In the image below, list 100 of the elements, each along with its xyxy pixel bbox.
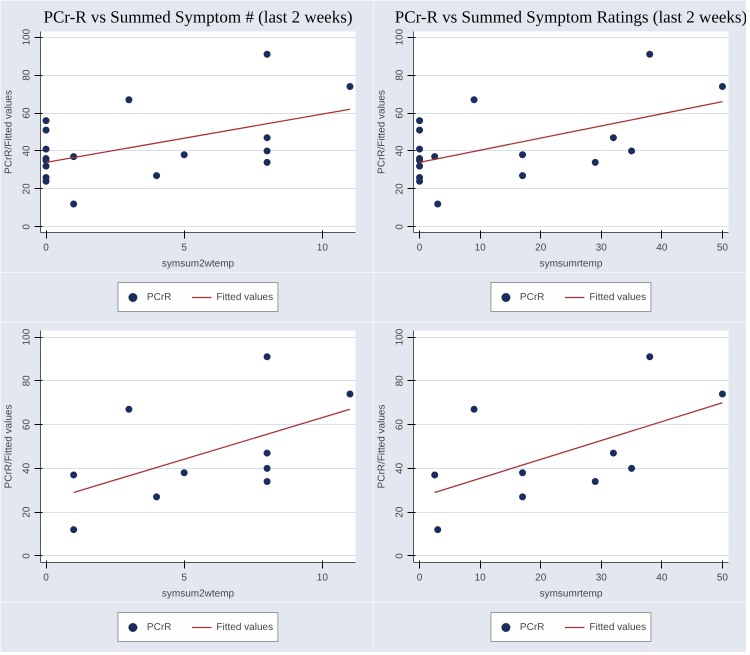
point xyxy=(125,96,132,104)
x-tick-label: 5 xyxy=(181,242,188,254)
point xyxy=(264,134,271,142)
point xyxy=(346,390,354,398)
point xyxy=(519,172,526,180)
legend-label: Fitted values xyxy=(216,622,274,632)
y-tick-label: 100 xyxy=(22,328,32,346)
point xyxy=(264,450,271,457)
point xyxy=(42,162,50,170)
y-tick-label: 40 xyxy=(22,144,32,157)
x-tick-label: 0 xyxy=(43,572,50,584)
x-tick-label: 40 xyxy=(656,572,668,584)
legend-label: PCrR xyxy=(146,622,172,632)
point xyxy=(264,464,271,472)
point xyxy=(718,82,726,90)
y-tick-label: 20 xyxy=(394,182,406,194)
x-tick-label: 0 xyxy=(416,242,423,254)
point xyxy=(264,353,271,360)
x-tick-label: 5 xyxy=(181,572,188,584)
point xyxy=(718,390,726,398)
legend-label: Fitted values xyxy=(216,292,274,302)
legend-label: Fitted values xyxy=(589,292,646,302)
point xyxy=(519,493,526,500)
x-axis-title: symsum2wtemp xyxy=(162,258,235,270)
y-axis-title: PCrR/Fitted values xyxy=(376,404,388,488)
point xyxy=(416,117,424,124)
point xyxy=(70,471,78,478)
x-tick-label: 10 xyxy=(474,242,486,254)
x-tick-label: 50 xyxy=(716,572,728,584)
x-tick-label: 0 xyxy=(416,572,423,584)
legend-label: PCrR xyxy=(146,292,172,302)
y-axis-title: PCrR/Fitted values xyxy=(4,404,14,488)
point xyxy=(416,146,424,153)
y-tick-label: 60 xyxy=(394,107,406,119)
x-tick-label: 10 xyxy=(316,572,328,584)
y-tick-label: 80 xyxy=(22,69,32,81)
x-axis-title: symsumrtemp xyxy=(540,258,603,270)
y-tick-label: 0 xyxy=(22,552,32,559)
point xyxy=(646,353,654,360)
y-tick-label: 40 xyxy=(394,462,406,474)
point xyxy=(264,147,271,154)
y-tick-label: 20 xyxy=(22,182,32,194)
point xyxy=(264,478,271,486)
point xyxy=(264,50,271,58)
point xyxy=(519,469,526,476)
legend-label: PCrR xyxy=(520,622,544,632)
y-tick-label: 20 xyxy=(394,506,406,518)
point xyxy=(470,406,478,413)
y-tick-label: 100 xyxy=(22,28,32,46)
y-tick-label: 0 xyxy=(394,552,406,559)
chart-title: PCr-R vs Summed Symptom # (last 2 weeks) xyxy=(44,8,352,26)
legend-label: Fitted values xyxy=(589,622,646,632)
y-tick-label: 100 xyxy=(394,28,406,46)
x-tick-label: 20 xyxy=(535,572,547,584)
point xyxy=(416,162,424,170)
point xyxy=(470,96,478,104)
y-tick-label: 40 xyxy=(394,144,406,157)
point xyxy=(434,200,442,208)
y-tick-label: 80 xyxy=(394,374,406,386)
point xyxy=(153,172,160,180)
y-tick-label: 0 xyxy=(22,224,32,230)
point xyxy=(519,151,526,158)
point xyxy=(628,147,636,154)
legend-label: PCrR xyxy=(520,292,544,302)
x-tick-label: 50 xyxy=(716,242,728,254)
x-tick-label: 40 xyxy=(656,242,668,254)
y-axis-title: PCrR/Fitted values xyxy=(376,90,388,174)
y-tick-label: 80 xyxy=(22,374,32,386)
x-tick-label: 30 xyxy=(596,242,608,254)
x-axis-title: symsumrtemp xyxy=(540,588,603,600)
point xyxy=(628,464,636,472)
point xyxy=(42,117,50,124)
x-tick-label: 10 xyxy=(474,572,486,584)
x-tick-label: 20 xyxy=(535,242,547,254)
point xyxy=(264,158,271,166)
y-tick-label: 60 xyxy=(22,418,32,430)
point xyxy=(42,146,50,153)
point xyxy=(610,134,617,142)
x-tick-label: 0 xyxy=(43,242,50,254)
point xyxy=(592,158,599,166)
x-tick-label: 30 xyxy=(596,572,608,584)
y-tick-label: 40 xyxy=(22,462,32,474)
x-axis-title: symsum2wtemp xyxy=(162,588,235,600)
point xyxy=(646,50,654,58)
point xyxy=(180,469,188,476)
point xyxy=(434,526,442,534)
point xyxy=(70,200,78,208)
point xyxy=(346,82,354,90)
point xyxy=(125,406,132,413)
y-axis-title: PCrR/Fitted values xyxy=(4,90,14,174)
point xyxy=(180,151,188,158)
y-tick-label: 60 xyxy=(394,418,406,430)
point xyxy=(431,471,438,478)
point xyxy=(70,526,78,534)
y-tick-label: 80 xyxy=(394,69,406,81)
y-tick-label: 20 xyxy=(22,506,32,518)
point xyxy=(610,450,617,457)
y-tick-label: 60 xyxy=(22,107,32,119)
y-tick-label: 100 xyxy=(394,328,406,346)
point xyxy=(592,478,599,486)
